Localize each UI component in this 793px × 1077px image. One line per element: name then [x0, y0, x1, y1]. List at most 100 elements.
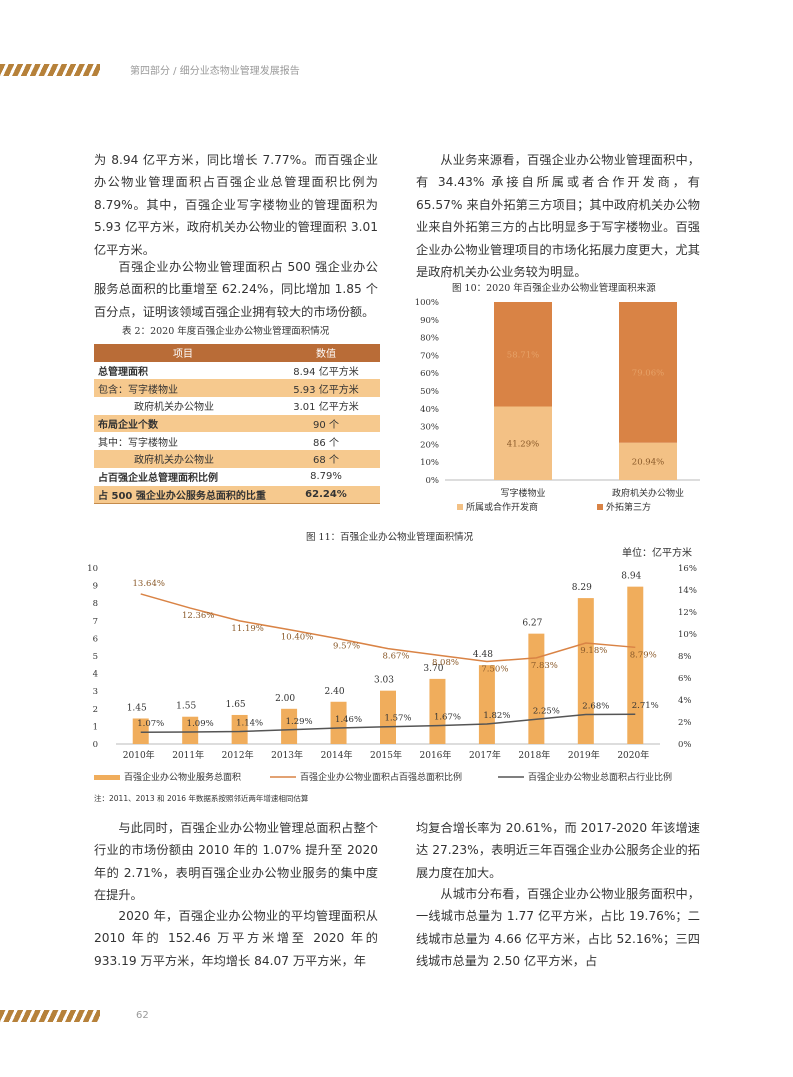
table2-cell: 占 500 强企业办公服务总面积的比重: [94, 485, 272, 505]
y-left-tick-label: 10: [88, 564, 98, 574]
bar-segment: [619, 302, 677, 443]
bar-segment: [494, 302, 552, 407]
y-right-tick-label: 16%: [678, 564, 697, 574]
bar-data-label: 1.65: [226, 700, 246, 710]
line-data-label: 1.67%: [434, 713, 461, 723]
line-data-label: 8.08%: [432, 658, 459, 668]
figure11-unit: 单位：亿平方米: [622, 548, 692, 559]
bar-data-label: 2.40: [325, 687, 345, 697]
bar: [627, 586, 644, 744]
bar: [478, 665, 495, 744]
y-left-tick-label: 9: [93, 582, 98, 592]
paragraph-bottom-left-2: 2020 年，百强企业办公物业的平均管理面积从 2010 年的 152.46 万…: [94, 909, 378, 968]
line-data-label: 11.19%: [231, 624, 263, 634]
legend-label: 百强企业办公物业面积占百强总面积比例: [300, 771, 462, 783]
table2-cell: 90 个: [272, 414, 380, 433]
paragraph-bottom-right-1: 均复合增长率为 20.61%，而 2017-2020 年该增速达 27.23%，…: [416, 821, 700, 880]
y-tick-label: 40%: [420, 405, 439, 415]
y-tick-label: 70%: [420, 351, 439, 361]
table-row: 政府机关办公物业 68 个: [94, 450, 380, 468]
line-data-label: 10.40%: [281, 633, 313, 643]
series-line: [140, 593, 636, 663]
y-left-tick-label: 4: [93, 670, 98, 680]
bar-segment: [494, 406, 552, 480]
x-tick-label: 2015年: [370, 749, 402, 761]
paragraph-left-1: 为 8.94 亿平方米，同比增长 7.77%。而百强企业办公物业管理面积占百强企…: [94, 153, 378, 257]
table2-cell: 8.79%: [310, 471, 342, 483]
bar: [330, 701, 347, 744]
table-row: 政府机关办公物业 3.01 亿平方米: [94, 397, 380, 415]
x-tick-label: 2014年: [321, 749, 353, 761]
paragraph-bottom-right-2: 从城市分布看，百强企业办公物业服务面积中，一线城市总量为 1.77 亿平方米，占…: [416, 887, 700, 969]
line-data-label: 1.57%: [384, 714, 411, 724]
bar: [429, 678, 446, 744]
y-right-tick-label: 4%: [678, 696, 692, 706]
bar-data-label: 4.48: [473, 650, 493, 660]
bar-data-label: 1.45: [127, 703, 147, 713]
table-row: 其中：写字楼物业 86 个: [94, 432, 380, 450]
bar-data-label: 1.55: [176, 702, 196, 712]
bar-segment: [619, 442, 677, 480]
data-label: 20.94%: [632, 457, 664, 467]
table-row: 占 500 强企业办公服务总面积的比重 62.24%: [94, 485, 380, 505]
figure11-note: 注：2011、2013 和 2016 年数据系按照邻近两年增速相同估算: [94, 794, 309, 803]
line-data-label: 2.25%: [533, 706, 560, 716]
legend-label: 外拓第三方: [606, 501, 651, 513]
table2-cell: 86 个: [313, 437, 339, 449]
line-data-label: 12.36%: [182, 611, 214, 621]
x-tick-label: 2017年: [469, 749, 501, 761]
data-label: 41.29%: [507, 439, 539, 449]
figure10-chart: 0% 10% 20% 30% 40% 50% 60% 70% 80% 90% 100% 41.29% 5…: [415, 298, 700, 513]
x-tick-label: 2019年: [568, 749, 600, 761]
table2-cell: 8.94 亿平方米: [293, 367, 359, 379]
y-right-tick-label: 0%: [678, 740, 692, 750]
y-left-tick-label: 6: [93, 634, 98, 644]
table2-cell: 包含：写字楼物业: [94, 379, 272, 398]
bar-data-label: 6.27: [522, 619, 542, 629]
footer-stripes: [0, 1010, 100, 1022]
line-data-label: 13.64%: [133, 579, 165, 589]
figure10-caption: 图 10：2020 年百强企业办公物业管理面积来源: [452, 283, 656, 294]
line-data-label: 1.14%: [236, 718, 263, 728]
x-tick-label: 政府机关办公物业: [612, 487, 684, 499]
bar: [577, 598, 594, 744]
y-left-tick-label: 5: [93, 652, 98, 662]
table-row: 包含：写字楼物业 5.93 亿平方米: [94, 379, 380, 398]
y-left-tick-label: 7: [93, 617, 98, 627]
line-data-label: 8.67%: [382, 652, 409, 662]
y-right-tick-label: 14%: [678, 586, 697, 596]
y-left-tick-label: 2: [93, 705, 98, 715]
series-line: [140, 713, 636, 733]
bar: [132, 718, 149, 744]
table2: 项目 数值 总管理面积 8.94 亿平方米 包含：写字楼物业 5.93 亿平方米…: [94, 344, 380, 505]
table2-caption: 表 2：2020 年度百强企业办公物业管理面积情况: [122, 326, 330, 337]
x-tick-label: 2012年: [222, 749, 254, 761]
figure11-caption: 图 11：百强企业办公物业管理面积情况: [306, 532, 474, 543]
y-tick-label: 100%: [415, 298, 439, 308]
y-right-tick-label: 8%: [678, 652, 692, 662]
table2-cell: 政府机关办公物业: [134, 402, 214, 414]
data-label: 58.71%: [507, 350, 539, 360]
breadcrumb: 第四部分 / 细分业态物业管理发展报告: [130, 66, 300, 77]
line-data-label: 1.46%: [335, 715, 362, 725]
line-data-label: 7.83%: [531, 661, 558, 671]
line-data-label: 1.82%: [483, 711, 510, 721]
table2-cell: 68 个: [272, 450, 380, 468]
x-tick-label: 2016年: [420, 749, 452, 761]
y-left-tick-label: 0: [93, 740, 98, 750]
bar: [281, 708, 298, 744]
bar: [380, 690, 396, 744]
y-right-tick-label: 2%: [678, 718, 692, 728]
table2-header-item: 项目: [94, 344, 272, 362]
table2-cell: 布局企业个数: [94, 414, 272, 433]
table2-cell: 政府机关办公物业: [94, 450, 272, 468]
table2-cell: 62.24%: [272, 485, 380, 505]
x-tick-label: 2018年: [518, 749, 550, 761]
y-left-tick-label: 8: [93, 599, 98, 609]
legend-label: 百强企业办公物业服务总面积: [124, 771, 241, 783]
x-tick-label: 2013年: [271, 749, 303, 761]
table-row: 总管理面积 8.94 亿平方米: [94, 362, 380, 380]
line-data-label: 1.09%: [187, 719, 214, 729]
x-tick-label: 2010年: [123, 749, 155, 761]
line-data-label: 9.57%: [333, 642, 360, 652]
